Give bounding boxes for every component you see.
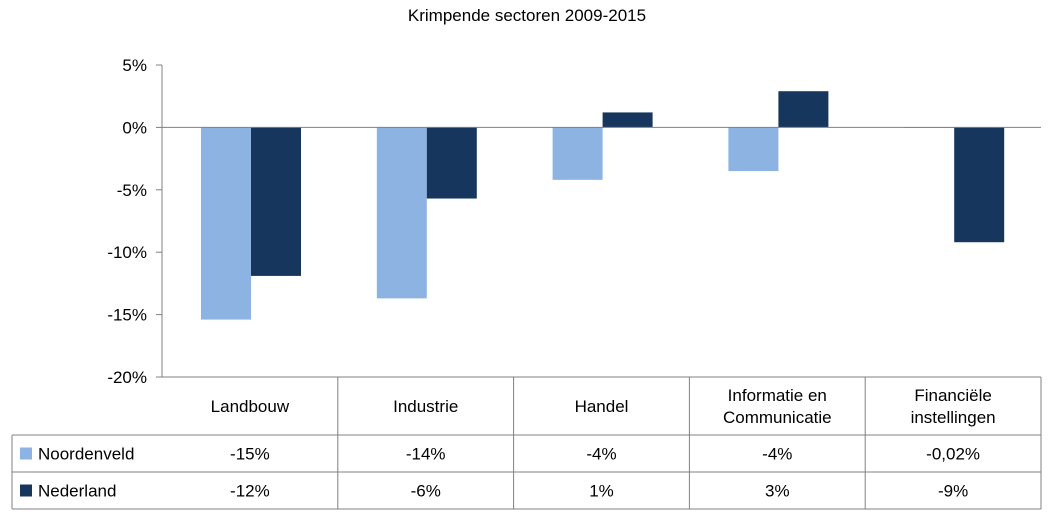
bar-noordenveld <box>552 127 603 180</box>
x-category-label: Landbouw <box>211 397 290 416</box>
bar-nederland <box>954 127 1005 243</box>
legend-label: Nederland <box>38 482 116 501</box>
x-category-label: Communicatie <box>723 408 832 427</box>
chart-title: Krimpende sectoren 2009-2015 <box>407 6 647 25</box>
bar-noordenveld <box>376 127 427 299</box>
bar-nederland <box>426 127 477 199</box>
x-category-label: Informatie en <box>728 386 827 405</box>
y-tick-label: -10% <box>107 243 147 262</box>
data-label: 3% <box>765 482 790 501</box>
y-tick-label: 5% <box>122 56 147 75</box>
bar-nederland <box>778 91 829 128</box>
data-label: -15% <box>230 445 270 464</box>
data-label: -4% <box>586 445 616 464</box>
legend-swatch <box>20 484 32 497</box>
x-category-label: Financiële <box>914 386 992 405</box>
data-label: -0,02% <box>926 445 980 464</box>
x-category-label: Handel <box>575 397 629 416</box>
y-tick-label: 0% <box>122 118 147 137</box>
data-label: -4% <box>762 445 792 464</box>
legend-swatch <box>20 447 32 460</box>
data-label: -12% <box>230 482 270 501</box>
bar-nederland <box>251 127 301 276</box>
legend-label: Noordenveld <box>38 445 134 464</box>
y-tick-label: -5% <box>117 181 147 200</box>
bar-nederland <box>602 112 653 128</box>
data-label: -14% <box>406 445 446 464</box>
bar-noordenveld <box>728 127 779 172</box>
data-label: -9% <box>938 482 968 501</box>
data-label: 1% <box>589 482 614 501</box>
x-category-label: instellingen <box>911 408 996 427</box>
x-category-label: Industrie <box>393 397 458 416</box>
bar-noordenveld <box>201 127 251 320</box>
y-tick-label: -20% <box>107 368 147 387</box>
y-tick-label: -15% <box>107 306 147 325</box>
data-label: -6% <box>411 482 441 501</box>
